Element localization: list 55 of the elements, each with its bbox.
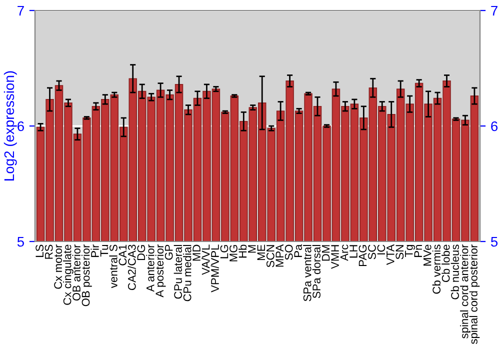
x-tick-label: GP xyxy=(164,244,173,260)
x-tick-label: LG xyxy=(220,245,228,258)
y2-tick-label: 6 xyxy=(491,121,498,132)
x-tick-label: Pa xyxy=(294,244,302,257)
y-tick-label: 7 xyxy=(18,6,24,16)
x-tick-label: IC xyxy=(377,244,386,254)
x-tick-label: DG xyxy=(137,245,146,260)
x-tick-label: VA/VL xyxy=(202,244,210,275)
x-tick-label: ME xyxy=(257,244,265,260)
x-tick-label: LH xyxy=(350,245,358,258)
x-tick-label: RS xyxy=(44,244,53,259)
x-tick-label: CPu lateral xyxy=(174,245,182,299)
x-tick-label: spinal cord posterior xyxy=(469,244,480,344)
x-tick-label: Arc xyxy=(340,244,348,261)
x-tick-label: DM xyxy=(322,245,330,261)
x-tick-label: MVe xyxy=(424,244,432,266)
x-tick-label: VTA xyxy=(386,244,394,266)
x-tick-label: Cb vermis xyxy=(432,244,441,294)
x-tick-label: Cx cingulate xyxy=(63,244,74,305)
x-tick-label: A anterior xyxy=(146,244,154,292)
x-tick-label: SPa ventral xyxy=(303,245,312,302)
x-tick-label: MD xyxy=(192,244,200,261)
y2-tick-label: 7 xyxy=(491,6,498,16)
x-tick-label: VPM/VPL xyxy=(210,244,219,292)
x-tick-label: Pir xyxy=(90,244,99,257)
x-tick-label: SPa dorsal xyxy=(312,245,320,298)
x-tick-label: OB anterior xyxy=(72,244,80,301)
x-tick-label: spinal cord anterior xyxy=(460,244,470,338)
x-tick-label: SN xyxy=(396,245,404,260)
x-tick-label: Tu xyxy=(100,245,108,257)
y2-tick-label: 5 xyxy=(490,236,498,247)
y-tick-label: 5 xyxy=(17,236,24,247)
x-tick-label: Tg xyxy=(405,244,416,257)
y-axis-title: Log2 (expression) xyxy=(4,71,17,180)
x-tick-label: OB posterior xyxy=(82,244,92,306)
x-tick-label: SC xyxy=(368,244,376,260)
x-tick-label: VMH xyxy=(331,245,339,269)
x-tick-label: PAG xyxy=(358,245,367,266)
x-tick-label: MPA xyxy=(276,244,284,267)
x-tick-label: CPu medial xyxy=(183,245,192,302)
x-tick-label: Pn xyxy=(414,245,422,257)
x-tick-label: CA2/CA3 xyxy=(128,244,136,290)
x-tick-label: CA1 xyxy=(118,244,127,266)
x-tick-label: Hb xyxy=(238,244,247,258)
x-tick-label: A posterior xyxy=(155,244,166,298)
x-tick-label: LS xyxy=(36,244,44,257)
x-tick-label: SCN xyxy=(266,245,274,268)
x-tick-label: ventral S xyxy=(109,244,118,288)
x-tick-label: Cx motor xyxy=(54,244,62,289)
x-tick-label: Cb nucleus xyxy=(450,244,459,300)
x-tick-label: MG xyxy=(230,245,238,262)
x-tick-label: Cb lobe xyxy=(442,244,450,282)
x-tick-label: M xyxy=(248,245,256,253)
x-tick-label: SO xyxy=(284,244,293,260)
y-tick-label: 6 xyxy=(18,121,24,132)
